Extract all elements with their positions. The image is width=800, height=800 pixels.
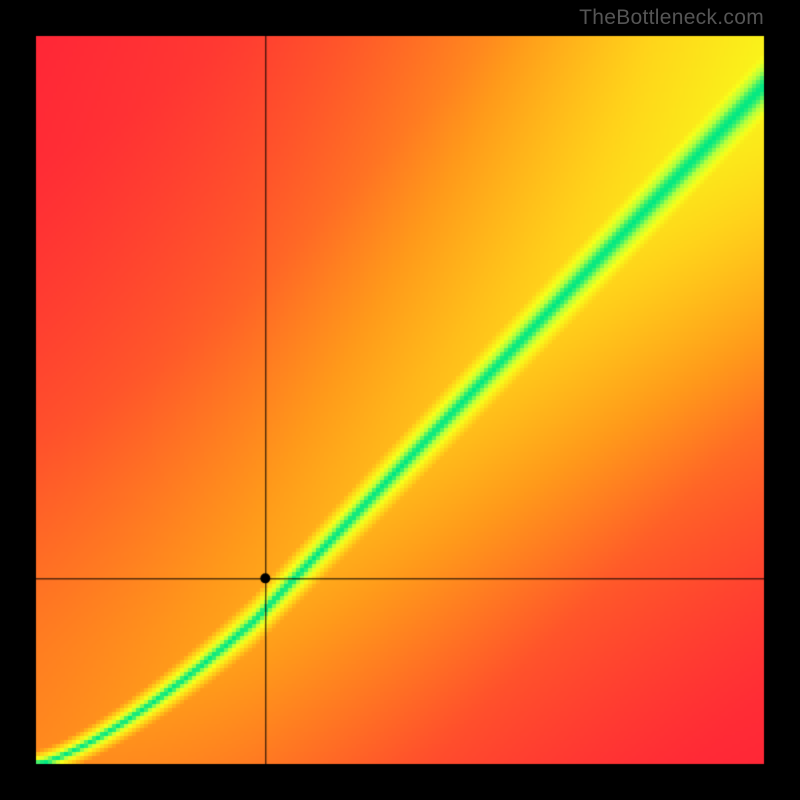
chart-container: TheBottleneck.com [0, 0, 800, 800]
bottleneck-heatmap [0, 0, 800, 800]
watermark-text: TheBottleneck.com [579, 6, 764, 30]
